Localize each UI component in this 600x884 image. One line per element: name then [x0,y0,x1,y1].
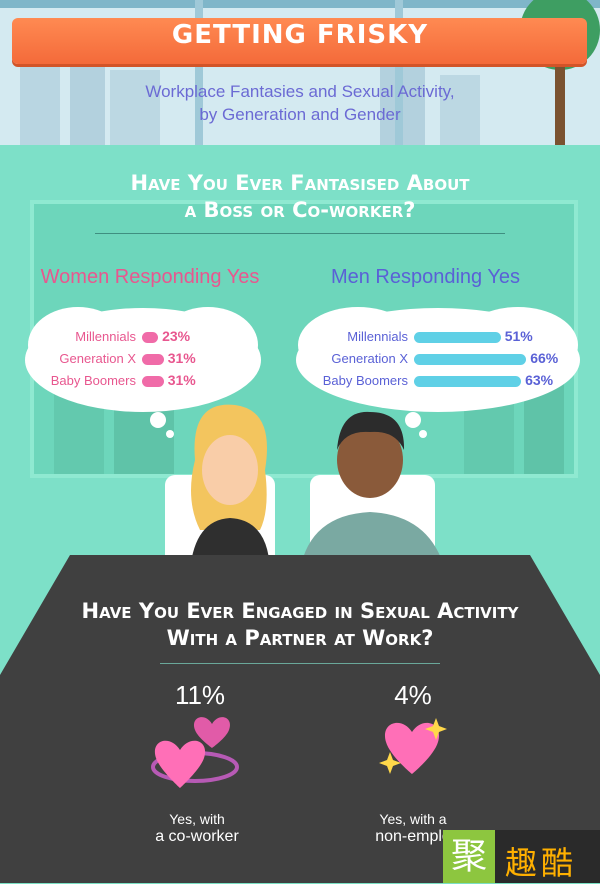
bar-category-label: Baby Boomers [322,373,408,388]
page-subtitle: Workplace Fantasies and Sexual Activity,… [0,80,600,126]
bar [414,376,522,387]
bar-category-label: Baby Boomers [50,373,136,388]
question-2-line-2: With a Partner at Work? [166,626,434,650]
divider-line-2 [160,663,440,664]
sparkle-heart-icon [379,718,447,774]
bar-value-label: 51% [504,328,533,344]
bar [414,354,527,365]
bar-value-label: 66% [530,350,559,366]
bar-row: Generation X 31% [40,350,320,367]
bar-category-label: Millennials [75,329,136,344]
stat-non-employee-caption: Yes, with a non-emplo [333,810,493,846]
bar-row: Millennials 51% [310,328,590,345]
title-banner [12,18,587,64]
logo-mark: 聚 [443,830,495,883]
coworker-caption-line-2: a co-worker [155,828,239,845]
bar-value-label: 23% [162,328,191,344]
logo-text: 趣酷 [505,844,578,882]
women-chart-title: Women Responding Yes [40,266,260,288]
bar-value-label: 31% [167,350,196,366]
stat-coworker-value: 11% [174,680,226,710]
bar [414,332,501,343]
subtitle-line-1: Workplace Fantasies and Sexual Activity, [145,82,455,101]
bar-category-label: Millennials [347,329,408,344]
question-2-line-1: Have You Ever Engaged in Sexual Activity [81,599,519,623]
bar [142,376,164,387]
non-employee-caption-line-1: Yes, with a [379,811,447,827]
stat-coworker-caption: Yes, with a co-worker [117,810,277,846]
two-hearts-icon [151,717,239,788]
question-sexual-activity: Have You Ever Engaged in Sexual Activity… [0,598,600,652]
question-1-line-1: Have You Ever Fantasised About [130,171,470,195]
bar-row: Generation X 66% [310,350,590,367]
bar [142,332,159,343]
bar-value-label: 63% [525,372,554,388]
bar-row: Baby Boomers 31% [40,372,320,389]
bar-category-label: Generation X [59,351,136,366]
men-chart-title: Men Responding Yes [330,266,521,288]
page-title: GETTING FRISKY [171,20,429,50]
bar-category-label: Generation X [331,351,408,366]
divider-line [95,233,505,234]
people-illustration [165,404,445,570]
coworker-caption-line-1: Yes, with [169,811,225,827]
subtitle-line-2: by Generation and Gender [199,105,401,124]
question-1-line-2: a Boss or Co-worker? [184,198,416,222]
bar-value-label: 31% [167,372,196,388]
bar-row: Millennials 23% [40,328,320,345]
question-fantasised: Have You Ever Fantasised About a Boss or… [0,170,600,224]
stat-non-employee-value: 4% [394,680,432,710]
non-employee-caption-line-2: non-emplo [375,828,451,845]
bar-row: Baby Boomers 63% [310,372,590,389]
table-surface [0,555,600,883]
bar [142,354,164,365]
